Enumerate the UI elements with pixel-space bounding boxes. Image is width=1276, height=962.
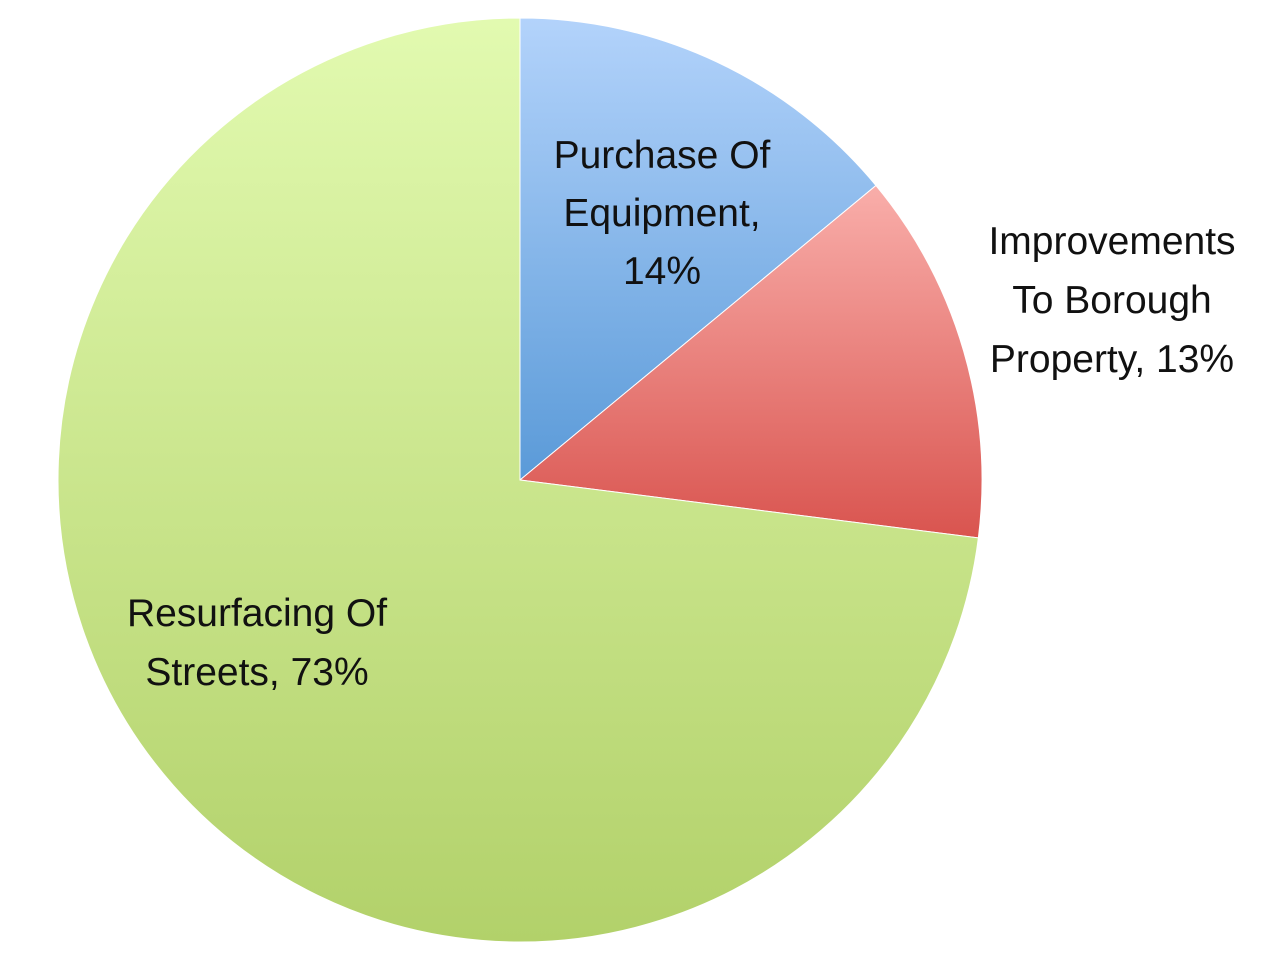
slice-label-line: Property, 13% (990, 338, 1234, 381)
slice-label-line: Improvements (988, 220, 1235, 263)
pie-slices (57, 17, 983, 943)
slice-purchase-of-equipment (519, 17, 877, 482)
slice-label-line: Purchase Of (554, 134, 771, 177)
pie-labels: Purchase Of Equipment, 14% Improvements To B… (127, 134, 1236, 694)
slice-label-line: Resurfacing Of (127, 592, 387, 635)
slice-improvements-to-borough-property (518, 184, 983, 539)
slice-label-line: 14% (623, 250, 701, 293)
slice-label-line: To Borough (1012, 279, 1211, 322)
slice-resurfacing-of-streets (57, 17, 979, 943)
label-purchase-of-equipment: Purchase Of Equipment, 14% (554, 134, 771, 293)
label-resurfacing-of-streets: Resurfacing Of Streets, 73% (127, 592, 387, 694)
label-improvements-to-borough-property: Improvements To Borough Property, 13% (988, 220, 1235, 381)
slice-label-line: Streets, 73% (145, 651, 368, 694)
slice-label-line: Equipment, (563, 192, 760, 235)
